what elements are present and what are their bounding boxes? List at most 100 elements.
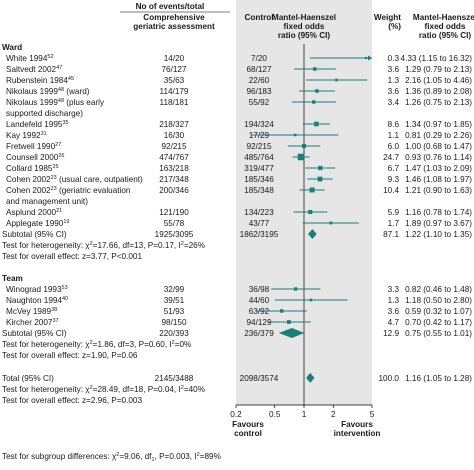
x-tick-label-5: 5 (370, 410, 375, 419)
group-ward-study-4-label-part: (ward) (64, 87, 90, 96)
group-team-study-4-or-ci: 0.70 (0.42 to 1.17) (405, 318, 472, 327)
header-events-total: No of events/total (136, 2, 205, 11)
subgroup-differences-part: =89% (200, 452, 221, 461)
group-ward-subtotal-control: 1862/3195 (240, 230, 279, 239)
header-cga-line1: Comprehensive (143, 13, 205, 22)
group-ward-study-2-label-part: Saltvedt 2002 (6, 65, 57, 74)
subgroup-differences-part: Test for subgroup differences: χ (2, 452, 117, 461)
group-ward-study-6-cga: 218/327 (159, 120, 189, 129)
header-cga-line2: geriatric assessment (133, 22, 215, 31)
favours-control-line1: Favours (232, 420, 264, 429)
group-ward-study-9-or-ci: 0.93 (0.76 to 1.14) (405, 153, 472, 162)
group-ward-study-11-control: 185/346 (244, 175, 274, 184)
group-ward-study-1-label-part: 52 (47, 54, 53, 60)
group-ward-heterogeneity-part: 2 (90, 241, 93, 247)
group-team-study-2-cga: 39/51 (164, 296, 185, 305)
group-team-study-2-label-part: 40 (62, 296, 68, 302)
group-ward-study-1-cga: 14/20 (164, 54, 185, 63)
group-ward-study-3-point (335, 78, 338, 82)
group-ward-study-12-label-part: Cohen 2002 (6, 186, 51, 195)
total-heterogeneity: Test for heterogeneity: χ2=28.49, df=18,… (2, 385, 205, 394)
group-ward-study-6-control: 194/324 (244, 120, 274, 129)
group-ward-study-10-or-ci: 1.47 (1.03 to 2.09) (405, 164, 472, 173)
group-ward-study-6-label-part: 35 (62, 120, 68, 126)
group-ward-study-12-weight: 10.4 (383, 186, 399, 195)
group-ward-study-10-label-part: Collard 1985 (6, 164, 53, 173)
subgroup-differences-part: 2 (116, 452, 119, 458)
group-ward-study-10-cga: 163/218 (159, 164, 189, 173)
header-orci-line2: fixed odds (425, 22, 466, 31)
group-ward-study-11-label-part: (usual care, outpatient) (57, 175, 143, 184)
group-ward-subtotal-or-ci: 1.22 (1.10 to 1.35) (405, 230, 472, 239)
group-ward-study-10-point (318, 165, 323, 171)
group-ward-overall-effect: Test for overall effect: z=3.77, P<0.001 (2, 252, 142, 261)
group-ward-study-13-label-part: Asplund 2000 (6, 208, 57, 217)
favours-intervention-line2: intervention (334, 429, 381, 438)
group-ward-study-11-point (317, 176, 323, 182)
group-ward-study-6-weight: 8.6 (388, 120, 400, 129)
total-overall-effect: Test for overall effect: z=2.96, P=0.003 (2, 396, 142, 405)
total-label: Total (95% CI) (2, 374, 54, 383)
group-ward-heterogeneity-part: =17.66, df=13, P=0.17, I (93, 241, 181, 250)
group-ward-study-1-or-ci: 4.33 (1.15 to 16.32) (401, 54, 473, 63)
group-team-subtotal-control: 236/379 (244, 329, 274, 338)
group-ward-study-9-weight: 24.7 (383, 153, 399, 162)
group-ward-study-12-label-part: (geriatric evaluation (57, 186, 131, 195)
x-tick-label-2: 0.5 (269, 410, 281, 419)
group-team-heterogeneity-part: 2 (172, 340, 175, 346)
group-ward-study-6-or-ci: 1.34 (0.97 to 1.85) (405, 120, 472, 129)
group-ward-study-13-cga: 121/190 (159, 208, 189, 217)
total-heterogeneity-part: 2 (181, 385, 184, 391)
group-ward-study-7-cga: 16/30 (164, 131, 185, 140)
group-ward-study-13-weight: 5.9 (388, 208, 400, 217)
group-ward-study-7-label: Kay 199231 (6, 131, 47, 140)
group-ward-study-11-label-part: 23 (51, 175, 57, 181)
group-ward-study-14-cga: 55/78 (164, 219, 185, 228)
group-ward-study-2-or-ci: 1.29 (0.79 to 2.13) (405, 65, 472, 74)
group-ward-heterogeneity: Test for heterogeneity: χ2=17.66, df=13,… (2, 241, 205, 250)
group-ward-study-11-or-ci: 1.46 (1.08 to 1.97) (405, 175, 472, 184)
header-control: Control (244, 13, 273, 22)
header-orci-line1: Mantel-Haenszel (413, 13, 474, 22)
group-ward-study-6-point (314, 121, 319, 127)
group-ward-study-1-control: 7/20 (251, 54, 267, 63)
group-team-study-2-label: Naughton 199440 (6, 296, 68, 305)
group-ward-study-11-cga: 217/348 (159, 175, 189, 184)
group-ward-subtotal-weight: 87.1 (383, 230, 399, 239)
group-ward-study-14-point (329, 221, 333, 225)
group-ward-study-13-point (308, 209, 313, 215)
group-ward-study-9-label-part: 26 (58, 153, 64, 159)
group-team-study-1-control: 36/98 (249, 285, 270, 294)
group-team-heterogeneity-part: 2 (90, 340, 93, 346)
group-ward-study-4-label: Nikolaus 199948 (ward) (6, 87, 90, 96)
group-ward-study-4-point (315, 89, 319, 93)
group-team-study-3-point (279, 309, 284, 313)
group-ward-study-7-label-part: Kay 1992 (6, 131, 41, 140)
group-team-study-4-label-part: 37 (52, 318, 58, 324)
group-ward-study-4-label-part: 48 (58, 87, 64, 93)
header-weight-line2: (%) (388, 22, 401, 31)
group-ward-study-9-point (297, 153, 305, 161)
header-or-line3: ratio (95% CI) (278, 31, 331, 40)
subgroup-differences-part: 1 (151, 457, 154, 463)
group-team-study-1-label-part: Winograd 1993 (6, 285, 62, 294)
group-ward-study-3-label: Rubenstein 198445 (6, 76, 74, 85)
group-ward-study-7-point (293, 133, 297, 137)
group-ward-study-2-cga: 76/127 (161, 65, 186, 74)
group-team-subtotal-diamond (278, 328, 305, 338)
group-ward-study-6-label: Landefeld 199535 (6, 120, 69, 129)
group-team-study-1-or-ci: 0.82 (0.46 to 1.48) (405, 285, 472, 294)
group-ward-title: Ward (2, 43, 22, 52)
group-ward-study-12-cga: 200/346 (159, 186, 189, 195)
group-ward-study-6-label-part: Landefeld 1995 (6, 120, 63, 129)
group-team-study-3-label: McVey 198938 (6, 307, 57, 316)
group-ward-study-4-weight: 3.6 (388, 87, 400, 96)
group-ward-study-11-weight: 9.3 (388, 175, 400, 184)
total-heterogeneity-part: 2 (90, 385, 93, 391)
x-tick-label-1: 0.2 (230, 410, 242, 419)
group-team-subtotal-or-ci: 0.75 (0.55 to 1.01) (405, 329, 472, 338)
group-ward-study-9-cga: 474/767 (159, 153, 189, 162)
group-team-study-2-or-ci: 1.18 (0.50 to 2.80) (405, 296, 472, 305)
group-ward-study-9-label-part: Counsell 2000 (6, 153, 59, 162)
